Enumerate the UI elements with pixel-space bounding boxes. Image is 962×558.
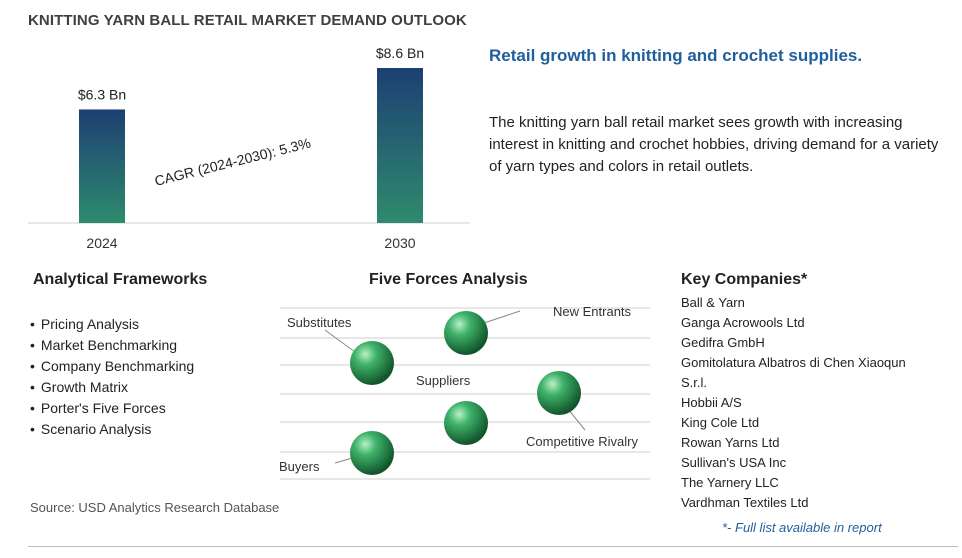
companies-list: Ball & Yarn Ganga Acrowools Ltd Gedifra Gm… bbox=[681, 293, 906, 513]
framework-item: Pricing Analysis bbox=[30, 314, 194, 335]
sphere-suppliers bbox=[444, 401, 488, 445]
label-buyers: Buyers bbox=[279, 459, 320, 474]
label-competitive-rivalry: Competitive Rivalry bbox=[526, 434, 638, 449]
framework-item: Company Benchmarking bbox=[30, 356, 194, 377]
sphere-new-entrants bbox=[444, 311, 488, 355]
frameworks-list: Pricing AnalysisMarket BenchmarkingCompa… bbox=[30, 314, 194, 440]
company-item: Ganga Acrowools Ltd bbox=[681, 315, 805, 330]
companies-footnote: *- Full list available in report bbox=[722, 520, 882, 535]
label-new-entrants: New Entrants bbox=[553, 304, 632, 319]
framework-item: Growth Matrix bbox=[30, 377, 194, 398]
category-tick-label: 2024 bbox=[86, 235, 117, 251]
company-item: Hobbii A/S bbox=[681, 395, 742, 410]
bar-value-label: $6.3 Bn bbox=[78, 86, 126, 102]
company-item: Gomitolatura Albatros di Chen Xiaoqun bbox=[681, 355, 906, 370]
market-description: The knitting yarn ball retail market see… bbox=[489, 114, 939, 175]
bar-2030 bbox=[377, 68, 423, 223]
page-title: KNITTING YARN BALL RETAIL MARKET DEMAND … bbox=[28, 12, 467, 29]
category-tick-label: 2030 bbox=[384, 235, 415, 251]
company-item: The Yarnery LLC bbox=[681, 475, 779, 490]
company-item: King Cole Ltd bbox=[681, 415, 760, 430]
company-item: Sullivan's USA Inc bbox=[681, 455, 787, 470]
frameworks-title: Analytical Frameworks bbox=[33, 271, 208, 288]
company-item: S.r.l. bbox=[681, 375, 708, 390]
sphere-competitive-rivalry bbox=[537, 371, 581, 415]
bar-value-label: $8.6 Bn bbox=[376, 45, 424, 61]
bottom-divider bbox=[28, 546, 958, 547]
company-item: Ball & Yarn bbox=[681, 295, 745, 310]
framework-item: Market Benchmarking bbox=[30, 335, 194, 356]
market-bar-chart: $6.3 Bn 2024 $8.6 Bn 2030 CAGR (2024-2030):… bbox=[28, 45, 470, 251]
label-substitutes: Substitutes bbox=[287, 315, 352, 330]
companies-title: Key Companies* bbox=[681, 271, 808, 288]
five-forces-title: Five Forces Analysis bbox=[369, 271, 528, 288]
framework-item: Porter's Five Forces bbox=[30, 398, 194, 419]
five-forces-diagram: New Entrants Substitutes Suppliers Compe… bbox=[279, 304, 650, 480]
bar-2024 bbox=[79, 109, 125, 223]
sphere-substitutes bbox=[350, 341, 394, 385]
company-item: Gedifra GmbH bbox=[681, 335, 765, 350]
sphere-buyers bbox=[350, 431, 394, 475]
source-note: Source: USD Analytics Research Database bbox=[30, 500, 280, 515]
company-item: Vardhman Textiles Ltd bbox=[681, 495, 809, 510]
cagr-annotation: CAGR (2024-2030): 5.3% bbox=[153, 135, 312, 189]
framework-item: Scenario Analysis bbox=[30, 419, 194, 440]
label-suppliers: Suppliers bbox=[416, 373, 471, 388]
company-item: Rowan Yarns Ltd bbox=[681, 435, 780, 450]
headline: Retail growth in knitting and crochet su… bbox=[489, 46, 863, 65]
